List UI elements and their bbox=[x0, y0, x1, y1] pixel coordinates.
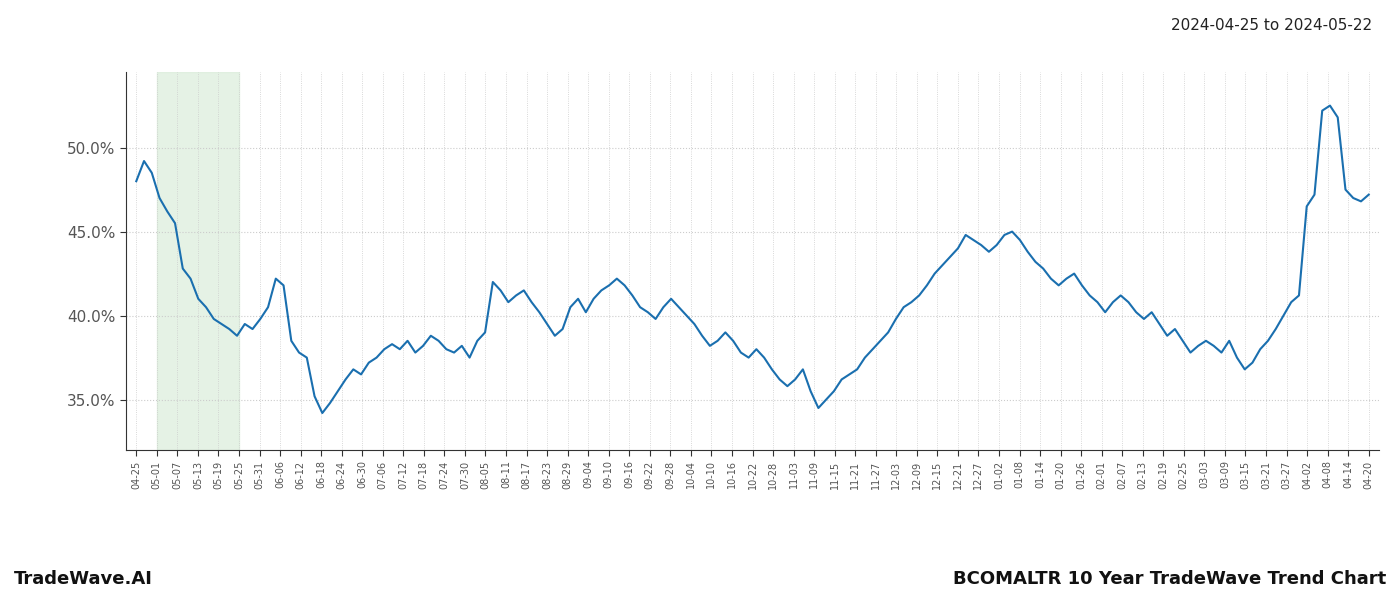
Text: TradeWave.AI: TradeWave.AI bbox=[14, 570, 153, 588]
Text: 2024-04-25 to 2024-05-22: 2024-04-25 to 2024-05-22 bbox=[1170, 18, 1372, 33]
Bar bbox=[157, 72, 239, 450]
Text: BCOMALTR 10 Year TradeWave Trend Chart: BCOMALTR 10 Year TradeWave Trend Chart bbox=[953, 570, 1386, 588]
